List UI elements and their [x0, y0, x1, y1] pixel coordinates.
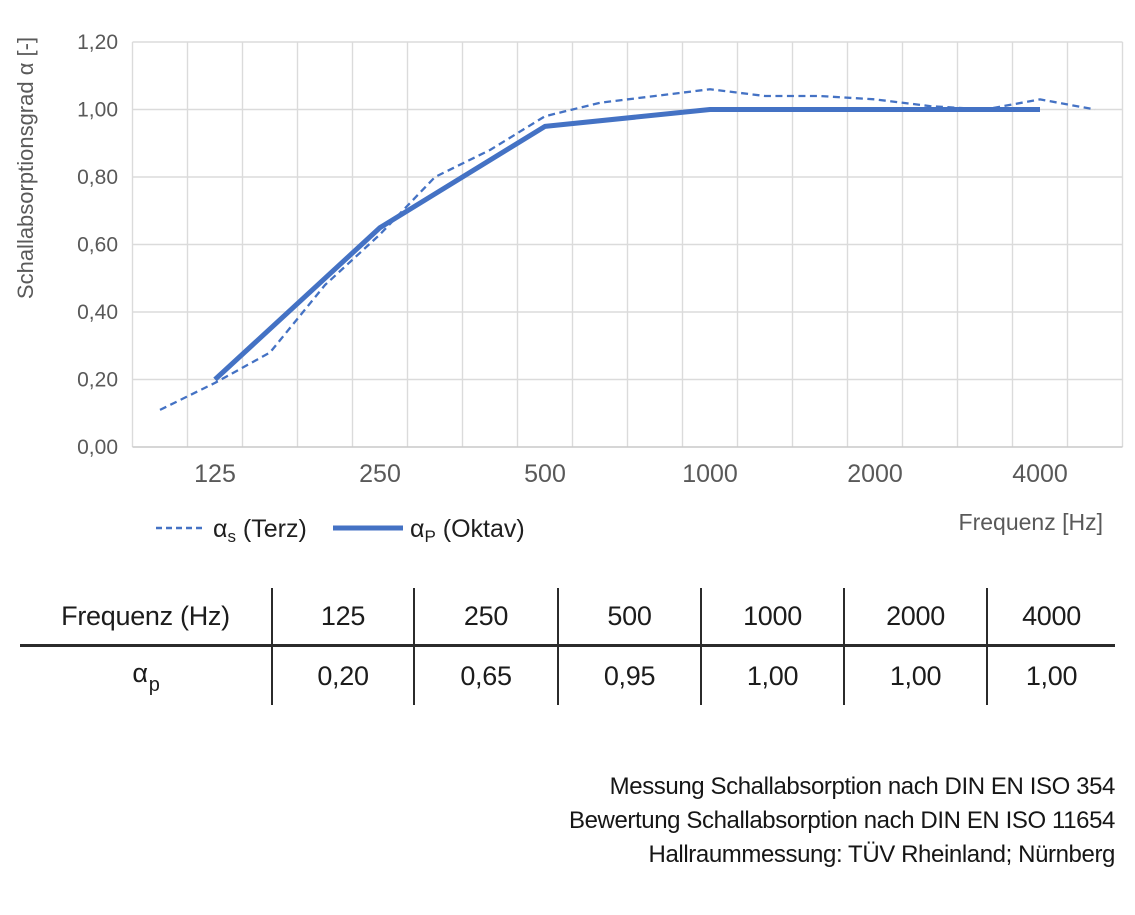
svg-text:1,00: 1,00	[77, 99, 118, 122]
y-axis-title: Schallabsorptionsgrad α [-]	[13, 37, 38, 299]
legend-item-alpha-p: αP (Oktav)	[333, 515, 525, 546]
svg-text:1,20: 1,20	[77, 31, 118, 54]
series-alpha-p-line	[213, 107, 1040, 382]
alpha-p-value-4000: 1,00	[1025, 660, 1078, 691]
alpha-p-value-500: 0,95	[558, 645, 702, 705]
alpha-p-value-125: 0,20	[272, 645, 415, 705]
table-header-2000: 2000	[844, 588, 988, 647]
svg-text:0,60: 0,60	[77, 234, 118, 257]
table-header-frequency: Frequenz (Hz)	[20, 588, 273, 647]
alpha-subscript: p	[148, 674, 160, 697]
alpha-p-value-2000: 1,00	[844, 645, 988, 705]
note-line-1: Messung Schallabsorption nach DIN EN ISO…	[609, 773, 1116, 800]
y-axis-tick-labels: 0,00 0,20 0,40 0,60 0,80 1,00 1,20	[77, 31, 118, 459]
legend-item-alpha-s: αs (Terz)	[156, 515, 307, 546]
legend-label: αs (Terz)	[213, 515, 307, 546]
table-value-row: αp 0,20 0,65 0,95 1,00 1,00 1,00	[20, 645, 1115, 705]
svg-text:0,00: 0,00	[77, 436, 118, 459]
x-axis-title: Frequenz [Hz]	[959, 509, 1103, 535]
absorption-line-chart: 0,00 0,20 0,40 0,60 0,80 1,00 1,20 125 250 500 100…	[13, 31, 1124, 546]
table-header-4000: 4000	[987, 588, 1115, 647]
svg-text:0,80: 0,80	[77, 166, 118, 189]
legend-label: αP (Oktav)	[410, 515, 525, 546]
svg-text:4000: 4000	[1012, 460, 1068, 488]
gridlines	[131, 41, 1124, 448]
table-header-500: 500	[558, 588, 702, 647]
svg-text:250: 250	[359, 460, 401, 488]
x-axis-tick-labels: 125 250 500 1000 2000 4000	[194, 460, 1068, 488]
table-header-row: Frequenz (Hz) 125 250 500 1000 2000 4000	[20, 588, 1115, 647]
svg-text:125: 125	[194, 460, 236, 488]
svg-text:0,20: 0,20	[77, 369, 118, 392]
svg-text:1000: 1000	[682, 460, 738, 488]
svg-text:500: 500	[524, 460, 566, 488]
alpha-p-value-1000: 1,00	[701, 645, 845, 705]
alpha-p-value-250: 0,65	[414, 645, 559, 705]
note-line-3: Hallraummessung: TÜV Rheinland; Nürnberg	[648, 841, 1116, 868]
measurement-notes: Messung Schallabsorption nach DIN EN ISO…	[569, 770, 1115, 872]
alpha-p-table: Frequenz (Hz) 125 250 500 1000 2000 4000…	[20, 588, 1115, 705]
absorption-table: Frequenz (Hz) 125 250 500 1000 2000 4000…	[20, 588, 1115, 705]
row-label-alpha-p: αp	[20, 645, 273, 705]
legend: αs (Terz) αP (Oktav)	[156, 515, 525, 546]
table-header-1000: 1000	[701, 588, 845, 647]
table-header-125: 125	[272, 588, 415, 647]
svg-text:2000: 2000	[847, 460, 903, 488]
note-line-2: Bewertung Schallabsorption nach DIN EN I…	[568, 807, 1115, 834]
series-alpha-s-line	[159, 88, 1096, 411]
svg-text:0,40: 0,40	[77, 301, 118, 324]
alpha-symbol: α	[132, 657, 148, 688]
table-header-250: 250	[414, 588, 559, 647]
